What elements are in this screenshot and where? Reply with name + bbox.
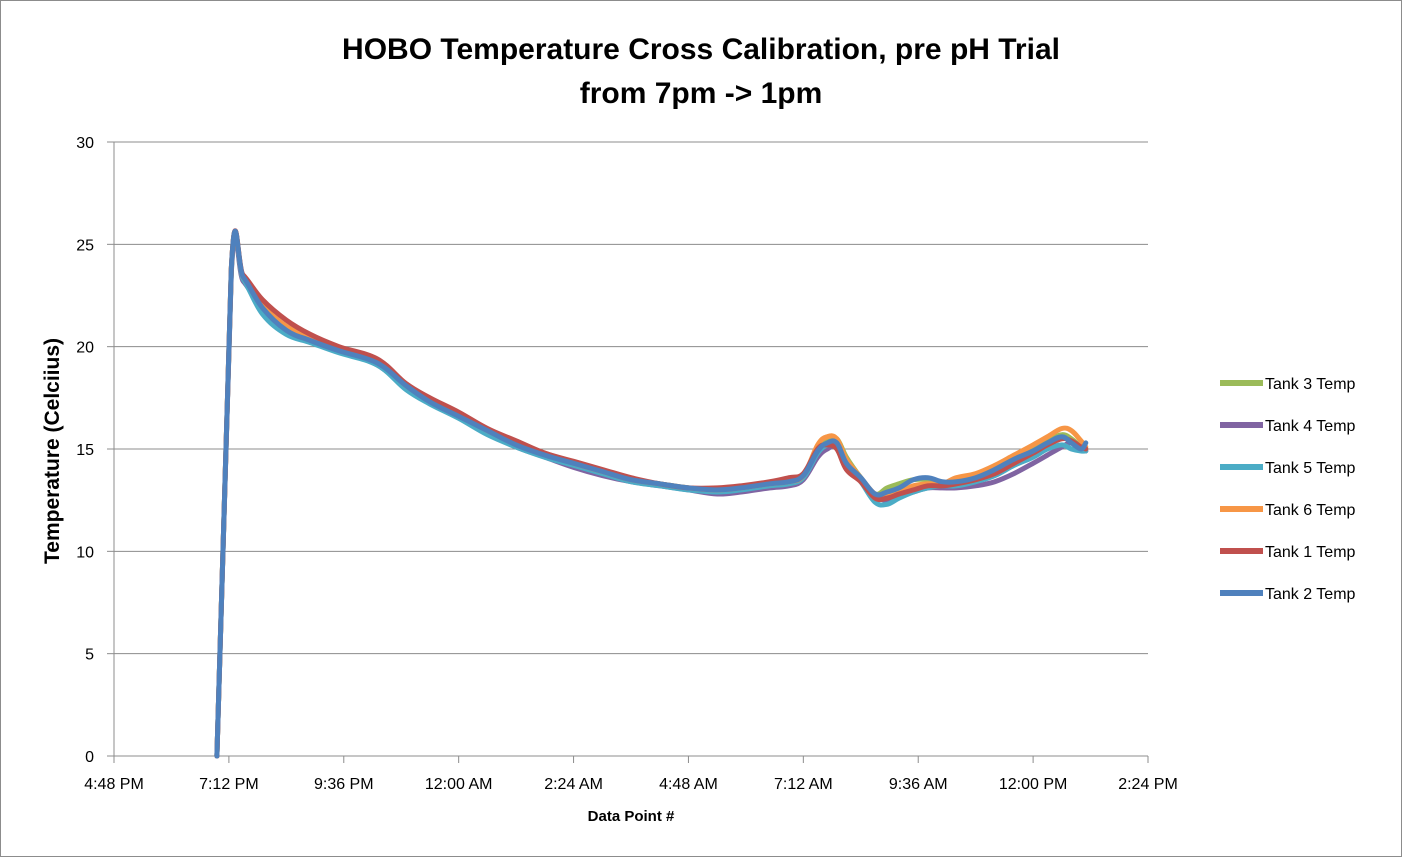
series-lines: [214, 228, 1089, 759]
y-tick-label: 20: [76, 340, 94, 357]
x-tick-label: 12:00 PM: [999, 776, 1067, 793]
series-line-tank-2-temp: [214, 228, 1089, 759]
legend: Tank 3 Temp Tank 4 Temp Tank 5 Temp Tank 6 …: [1220, 376, 1356, 603]
legend-label-tank-4-temp: Tank 4 Temp: [1265, 418, 1356, 435]
series-line-tank-3-temp: [214, 228, 1089, 759]
x-tick-label: 2:24 PM: [1118, 776, 1178, 793]
y-tick-label: 15: [76, 442, 94, 459]
series-line-tank-6-temp: [214, 228, 1089, 759]
legend-label-tank-5-temp: Tank 5 Temp: [1265, 460, 1356, 477]
x-tick-label: 9:36 AM: [889, 776, 948, 793]
x-tick-label: 4:48 PM: [84, 776, 144, 793]
y-tick-labels: 0 5 10 15 20 25 30: [76, 135, 94, 766]
gridlines: [114, 141, 1148, 655]
y-tick-label: 0: [85, 749, 94, 766]
axes: [107, 141, 1149, 763]
legend-label-tank-3-temp: Tank 3 Temp: [1265, 376, 1356, 393]
x-tick-label: 2:24 AM: [544, 776, 603, 793]
y-tick-label: 30: [76, 135, 94, 152]
x-tick-labels: 4:48 PM 7:12 PM 9:36 PM 12:00 AM 2:24 AM 4:48…: [84, 776, 1178, 793]
y-axis-label: Temperature (Celciius): [41, 338, 64, 564]
x-tick-label: 4:48 AM: [659, 776, 718, 793]
series-line-tank-4-temp: [214, 233, 1089, 759]
legend-label-tank-2-temp: Tank 2 Temp: [1265, 586, 1356, 603]
chart-title-line-2: from 7pm -> 1pm: [580, 77, 823, 110]
x-tick-label: 12:00 AM: [425, 776, 493, 793]
y-tick-label: 5: [85, 647, 94, 664]
y-tick-label: 10: [76, 544, 94, 561]
legend-label-tank-6-temp: Tank 6 Temp: [1265, 502, 1356, 519]
legend-label-tank-1-temp: Tank 1 Temp: [1265, 544, 1356, 561]
x-axis-label: Data Point #: [588, 808, 675, 825]
series-line-tank-5-temp: [214, 230, 1089, 759]
y-tick-label: 25: [76, 237, 94, 254]
series-line-tank-1-temp: [214, 228, 1089, 759]
chart-title-line-1: HOBO Temperature Cross Calibration, pre …: [342, 33, 1060, 66]
x-tick-label: 9:36 PM: [314, 776, 374, 793]
x-tick-label: 7:12 PM: [199, 776, 259, 793]
x-tick-label: 7:12 AM: [774, 776, 833, 793]
